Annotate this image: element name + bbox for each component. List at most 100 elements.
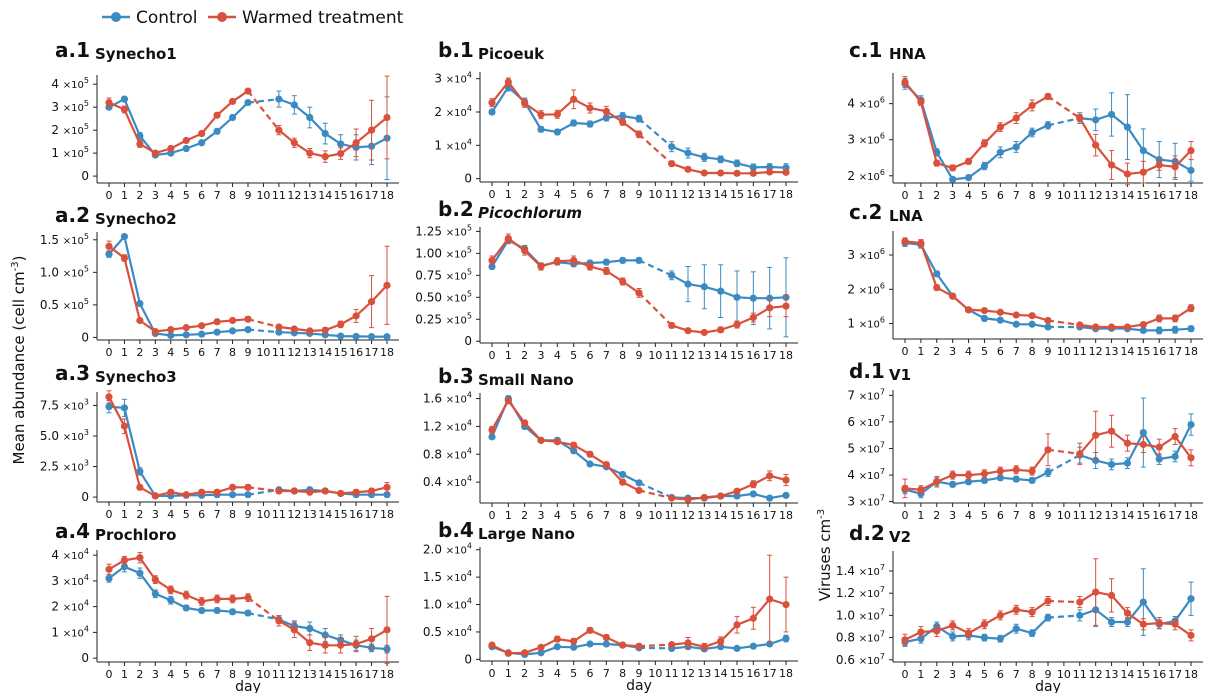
data-point [964,629,973,637]
x-tick-label: 3 [538,188,545,201]
data-point [321,641,329,649]
y-tick-label: 1.0 ×107 [836,607,885,622]
x-tick-label: 0 [106,668,113,681]
x-tick-label: 12 [287,508,301,521]
series-line [638,117,673,148]
y-tick-label: 4 ×106 [847,96,885,111]
data-point [321,152,329,161]
data-point [306,488,314,496]
x-tick-label: 10 [256,346,270,359]
data-point [1092,588,1100,596]
data-point [553,110,561,118]
data-point [1123,459,1132,467]
data-point [105,250,113,258]
data-point [105,393,113,401]
data-point [668,494,676,502]
data-point [105,403,113,411]
y-tick-label: 0 [464,172,472,186]
data-point [684,165,692,173]
data-point [964,157,973,165]
panel-label: d.2 [849,521,885,545]
data-point [586,262,594,271]
x-tick-label: 6 [997,189,1004,202]
data-point [1107,618,1116,626]
y-tick-label: 0.50 ×105 [415,289,472,304]
data-point [290,139,298,147]
data-point [586,450,594,458]
data-point [1012,311,1020,319]
data-point [749,163,757,171]
series-line [904,83,1049,181]
data-point [1044,121,1052,129]
data-point [733,169,741,177]
x-tick-label: 15 [334,346,348,359]
data-point [1187,595,1195,603]
data-point [537,649,545,657]
data-point [700,328,708,337]
x-tick-label: 1 [505,509,512,522]
data-point [367,487,376,495]
y-tick-label: 1.6 ×104 [423,391,472,406]
data-point [1155,443,1163,451]
x-tick-label: 2 [136,346,143,359]
data-point [1012,466,1020,474]
x-tick-label: 9 [636,188,643,201]
data-point [1044,597,1052,605]
data-point [1187,304,1195,312]
data-point [1139,428,1147,437]
data-point [275,617,283,625]
x-tick-label: 16 [746,509,760,522]
x-tick-label: 10 [1057,668,1071,681]
series-line [491,236,640,294]
y-tick-label: 0.8 ×104 [423,446,472,461]
data-point [120,254,129,262]
x-tick-label: 13 [303,346,317,359]
x-axis-label: day [235,679,261,693]
y-tick-label: 7 ×107 [847,387,885,402]
data-point [367,333,376,341]
data-point [198,488,206,496]
data-point [182,491,190,499]
data-point [167,596,175,604]
x-tick-label: 0 [489,188,496,201]
data-point [1092,116,1100,124]
data-point [996,474,1004,482]
x-tick-label: 10 [256,508,270,521]
data-point [980,633,989,642]
panel-b2: b.2 Picochlorum 1.25 ×105 1.00 ×105 0.75 ×10… [415,197,798,362]
data-point [488,433,496,441]
data-point [1076,321,1084,329]
data-point [136,569,144,577]
x-tick-label: 5 [981,668,988,681]
data-point [1028,467,1036,475]
data-point [782,600,790,609]
x-tick-label: 18 [380,508,394,521]
x-tick-label: 12 [1089,345,1103,358]
x-tick-label: 9 [636,667,643,680]
data-point [1171,432,1179,441]
x-tick-label: 17 [365,508,379,521]
data-point [1012,114,1020,122]
data-point [1044,468,1052,477]
data-point [619,470,627,479]
x-tick-label: 10 [648,667,662,680]
data-point [383,626,391,634]
data-point [733,487,741,495]
series-control [105,232,391,341]
series-warmed [488,397,790,504]
x-tick-label: 17 [763,188,777,201]
data-point [782,168,790,176]
data-point [619,277,627,286]
data-point [167,331,175,340]
x-tick-label: 4 [554,509,561,522]
x-tick-label: 4 [965,189,972,202]
x-tick-label: 3 [152,346,159,359]
x-tick-label: 15 [730,667,744,680]
data-point [901,636,909,644]
data-point [1028,476,1036,484]
data-point [901,237,909,245]
y-tick-label: 0 [81,330,89,344]
